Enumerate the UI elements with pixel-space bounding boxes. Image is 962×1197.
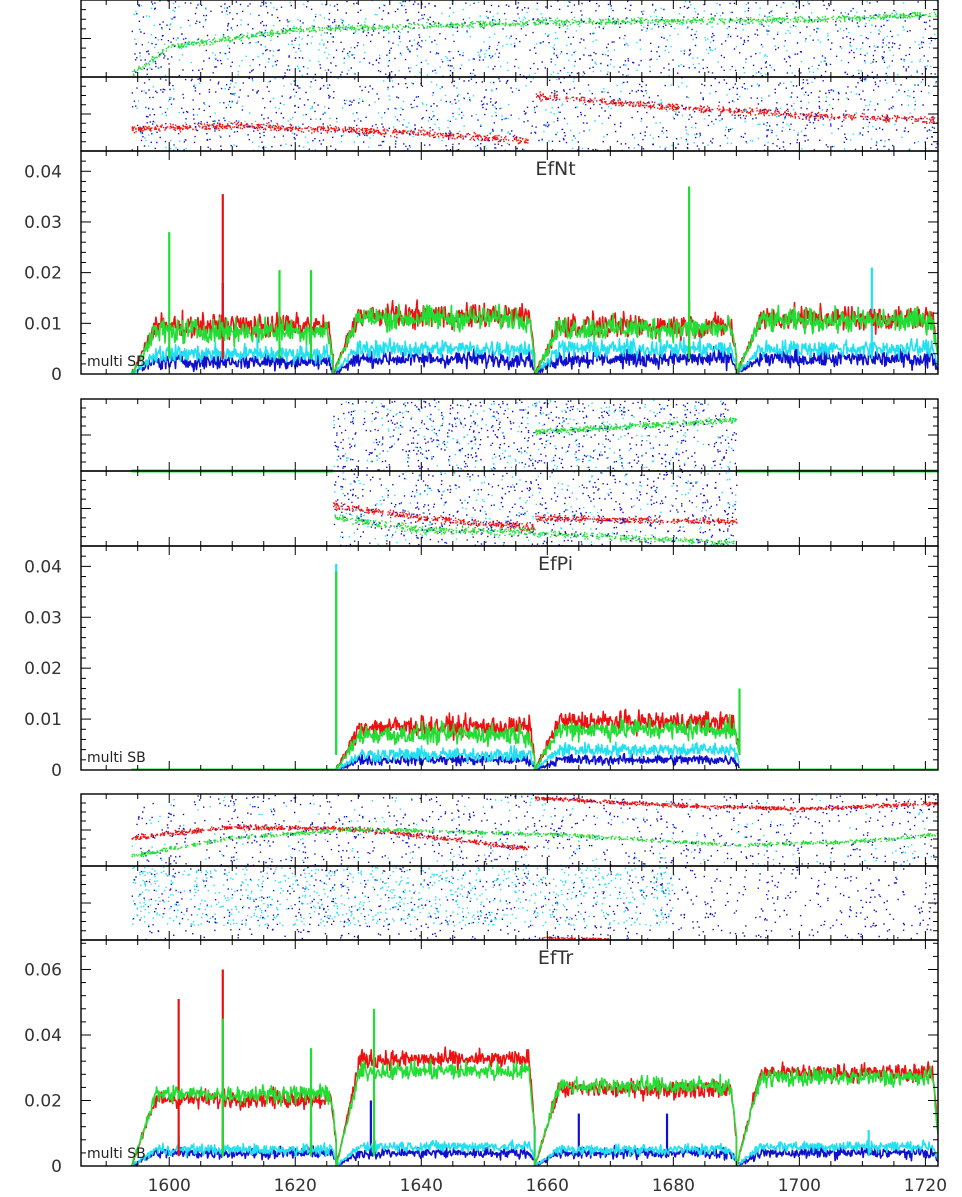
y-tick-label: 0.03 xyxy=(24,608,62,628)
series-green-points xyxy=(534,417,738,436)
panel-annotation: multi SB xyxy=(87,354,146,370)
panel-6: 0 0.01 0.02 0.03 0.04 EfPi multi SB xyxy=(24,545,939,781)
y-tick-label: 0.04 xyxy=(24,162,62,182)
y-tick-label: 0.02 xyxy=(24,659,62,679)
panel-title: EfPi xyxy=(538,553,573,575)
axis-ticks xyxy=(81,793,938,867)
panel-3: 0 0.01 0.02 0.03 0.04 EfNt multi SB xyxy=(24,150,939,385)
series-red-points xyxy=(535,91,938,125)
scatter-points xyxy=(131,826,938,858)
scatter-points xyxy=(535,91,938,125)
series-red-points xyxy=(131,121,529,145)
series-green-points xyxy=(132,11,938,76)
series-blue-points xyxy=(136,794,938,866)
panel-frame xyxy=(80,939,939,1167)
scatter-points xyxy=(131,121,529,145)
series-blue-points xyxy=(131,866,938,940)
series-red-points xyxy=(535,514,738,525)
y-tick-label: 0.02 xyxy=(24,264,62,284)
series-cyan-line xyxy=(336,741,740,770)
series-green-line xyxy=(130,303,938,374)
axis-ticks xyxy=(81,398,938,472)
series-red-points xyxy=(131,823,530,851)
plot-area xyxy=(131,0,938,77)
panel-2 xyxy=(80,76,939,152)
x-tick-label: 1600 xyxy=(148,1176,191,1196)
x-tick-label: 1700 xyxy=(778,1176,821,1196)
y-tick-label: 0.06 xyxy=(24,960,62,980)
scatter-points xyxy=(535,514,738,525)
panel-title: EfNt xyxy=(535,158,575,180)
x-tick-label: 1680 xyxy=(652,1176,695,1196)
y-tick-label: 0 xyxy=(51,1157,62,1177)
axis-ticks xyxy=(81,865,938,941)
plot-area xyxy=(130,186,938,374)
axis-ticks xyxy=(81,0,938,78)
plot-area xyxy=(131,77,938,151)
x-tick-label: 1640 xyxy=(400,1176,443,1196)
scatter-points xyxy=(534,796,938,813)
panel-title: EfTr xyxy=(538,947,574,969)
scatter-points xyxy=(132,11,938,76)
scatter-points xyxy=(334,471,737,546)
scatter-points xyxy=(136,794,938,866)
x-tick-label: 1620 xyxy=(274,1176,317,1196)
axis-ticks xyxy=(81,545,938,771)
plot-area xyxy=(131,471,938,546)
panel-5 xyxy=(80,470,939,547)
series-red-points xyxy=(534,796,938,813)
x-tick-label: 1720 xyxy=(904,1176,947,1196)
series-green-points xyxy=(536,530,735,546)
series-green-line xyxy=(131,1058,938,1166)
x-tick-label: 1660 xyxy=(526,1176,569,1196)
plot-area xyxy=(130,969,938,1166)
panel-annotation: multi SB xyxy=(87,1146,146,1162)
y-tick-label: 0.04 xyxy=(24,1026,62,1046)
y-tick-label: 0 xyxy=(51,365,62,385)
series-green-points xyxy=(131,826,938,858)
scatter-points xyxy=(131,823,530,851)
axis-ticks xyxy=(81,150,938,375)
y-tick-label: 0.01 xyxy=(24,710,62,730)
y-tick-label: 0.04 xyxy=(24,557,62,577)
plot-area xyxy=(131,794,938,866)
series-cyan-points xyxy=(334,471,737,546)
scatter-points xyxy=(131,866,675,927)
scatter-points xyxy=(131,866,938,940)
y-tick-label: 0 xyxy=(51,761,62,781)
scatter-points xyxy=(534,417,738,436)
series-green-line xyxy=(335,713,741,770)
y-tick-label: 0.02 xyxy=(24,1091,62,1111)
panel-annotation: multi SB xyxy=(87,750,146,766)
plot-area xyxy=(131,399,938,471)
axis-ticks xyxy=(81,940,938,1167)
plot-area xyxy=(131,563,938,770)
y-tick-label: 0.03 xyxy=(24,213,62,233)
series-cyan-points xyxy=(131,866,675,927)
plot-layer: 0 0.01 0.02 0.03 0.04 EfNt multi SB 0 0.01 0.02 0.… xyxy=(24,0,947,1196)
y-tick-label: 0.01 xyxy=(24,314,62,334)
scatter-points xyxy=(536,530,735,546)
plot-area xyxy=(131,866,938,940)
axis-ticks xyxy=(81,76,938,152)
